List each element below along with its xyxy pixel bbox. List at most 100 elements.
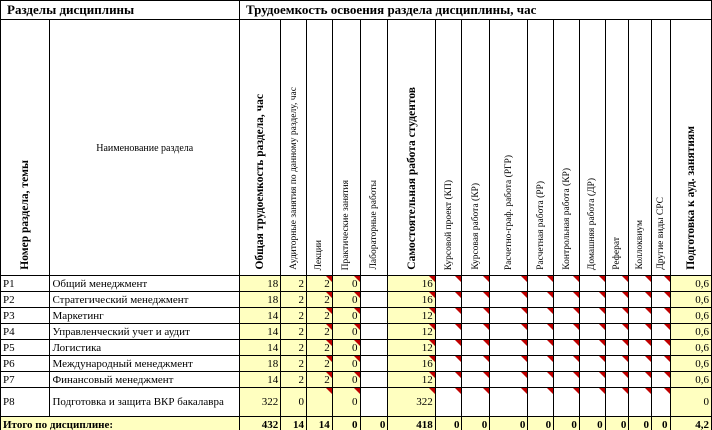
column-header: Лекции — [305, 19, 333, 276]
cell — [604, 355, 630, 372]
total-cell: 418 — [387, 416, 436, 430]
table-row: P3 Маркетинг 14 2 2 0 12 0,6 — [0, 307, 712, 324]
cell — [553, 355, 580, 372]
column-header-text: Лабораторные работы — [368, 180, 379, 270]
cell: 322 — [387, 387, 436, 417]
cell: 2 — [305, 275, 333, 292]
total-label: Итого по дисциплине: — [0, 416, 240, 430]
column-header: Расчетно-граф. работа (РГР) — [489, 19, 529, 276]
column-header: Общая трудоемкость раздела, час — [238, 19, 282, 276]
column-header-text: Домашняя работа (ДР) — [587, 177, 598, 270]
cell — [489, 307, 529, 324]
cell — [553, 339, 580, 356]
cell — [434, 387, 463, 417]
cell — [553, 371, 580, 388]
total-cell: 14 — [280, 416, 307, 430]
row-name: Логистика — [49, 339, 240, 356]
cell — [651, 307, 671, 324]
total-cell: 432 — [238, 416, 282, 430]
column-header-text: Расчетно-граф. работа (РГР) — [503, 154, 514, 270]
cell — [527, 387, 555, 417]
column-header: Курсовая работа (КР) — [461, 19, 491, 276]
row-number: P5 — [0, 339, 51, 356]
cell — [489, 291, 529, 308]
cell: 2 — [280, 307, 307, 324]
cell — [578, 339, 606, 356]
cell — [604, 323, 630, 340]
total-cell: 0 — [527, 416, 555, 430]
cell — [527, 323, 555, 340]
cell: 14 — [238, 307, 282, 324]
cell: 12 — [387, 323, 436, 340]
cell — [651, 387, 671, 417]
group-header: Трудоемкость освоения раздела дисциплины… — [239, 0, 712, 20]
row-number: P3 — [0, 307, 51, 324]
cell — [461, 371, 491, 388]
cell — [651, 275, 671, 292]
cell — [434, 291, 463, 308]
cell: 2 — [280, 371, 307, 388]
cell — [628, 275, 652, 292]
cell: 18 — [238, 291, 282, 308]
column-header-text: Практические занятия — [341, 179, 352, 270]
cell — [461, 275, 491, 292]
cell — [651, 323, 671, 340]
cell — [434, 307, 463, 324]
cell — [604, 307, 630, 324]
cell: 2 — [280, 323, 307, 340]
cell: 12 — [387, 339, 436, 356]
cell: 0,6 — [669, 371, 712, 388]
cell — [628, 387, 652, 417]
total-cell: 0 — [434, 416, 463, 430]
row-number: P8 — [0, 387, 51, 417]
column-header: Контрольная работа (КР) — [553, 19, 580, 276]
row-name: Общий менеджмент — [49, 275, 240, 292]
total-cell: 0 — [604, 416, 630, 430]
cell — [527, 275, 555, 292]
cell — [305, 387, 333, 417]
column-header-text: Реферат — [612, 237, 622, 270]
cell: 0 — [331, 371, 361, 388]
cell: 2 — [280, 355, 307, 372]
row-name: Маркетинг — [49, 307, 240, 324]
column-header-text: Общая трудоемкость раздела, час — [254, 94, 267, 270]
column-header-text: Лекции — [314, 239, 325, 270]
total-cell: 0 — [628, 416, 652, 430]
column-header-text: Аудиторные занятия по данному разделу, ч… — [288, 87, 299, 270]
cell — [461, 323, 491, 340]
cell: 0,6 — [669, 307, 712, 324]
column-header-text: Контрольная работа (КР) — [561, 168, 572, 270]
cell — [527, 339, 555, 356]
column-header: Курсовой проект (КП) — [434, 19, 463, 276]
cell: 2 — [305, 339, 333, 356]
cell: 322 — [238, 387, 282, 417]
row-number: P4 — [0, 323, 51, 340]
cell: 2 — [305, 307, 333, 324]
total-cell: 4,2 — [669, 416, 712, 430]
cell: 12 — [387, 371, 436, 388]
column-header-text: Самостоятельная работа студентов — [405, 87, 418, 270]
column-header: Подготовка к ауд. занятиям — [669, 19, 712, 276]
cell — [604, 387, 630, 417]
row-number: P2 — [0, 291, 51, 308]
cell — [461, 307, 491, 324]
row-name: Финансовый менеджмент — [49, 371, 240, 388]
cell: 0,6 — [669, 323, 712, 340]
cell — [461, 355, 491, 372]
column-header: Наименование раздела — [49, 19, 240, 276]
cell — [434, 275, 463, 292]
cell — [527, 307, 555, 324]
cell — [604, 291, 630, 308]
cell: 0,6 — [669, 275, 712, 292]
row-number: P1 — [0, 275, 51, 292]
cell — [604, 371, 630, 388]
cell — [527, 371, 555, 388]
cell: 0,6 — [669, 355, 712, 372]
cell: 0 — [280, 387, 307, 417]
total-cell: 0 — [359, 416, 389, 430]
cell: 2 — [280, 339, 307, 356]
column-header: Расчетная работа (РР) — [527, 19, 555, 276]
cell — [553, 387, 580, 417]
cell: 0 — [331, 387, 361, 417]
column-header: Реферат — [604, 19, 630, 276]
